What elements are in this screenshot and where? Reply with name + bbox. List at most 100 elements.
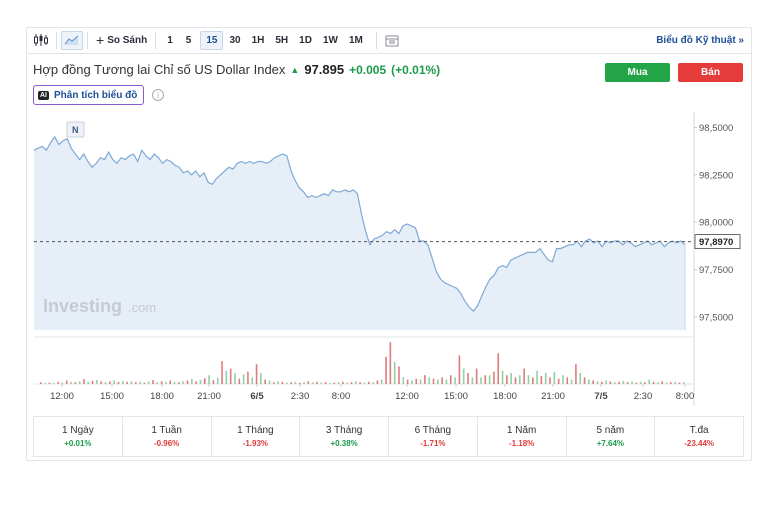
volume-bar <box>113 380 115 384</box>
volume-bar <box>605 380 607 384</box>
volume-bar <box>506 375 508 384</box>
period-1-week[interactable]: 1 Tuần -0.96% <box>123 417 212 456</box>
period-3-months[interactable]: 3 Tháng +0.38% <box>300 417 389 456</box>
interval-5[interactable]: 5 <box>185 34 192 46</box>
interval-5h[interactable]: 5H <box>275 34 289 46</box>
volume-bar <box>74 382 77 384</box>
volume-bar <box>96 380 98 384</box>
volume-bar <box>285 382 288 384</box>
period-value: +0.38% <box>330 439 358 448</box>
interval-30[interactable]: 30 <box>229 34 241 46</box>
volume-bar <box>139 381 141 384</box>
info-icon[interactable]: i <box>152 89 164 101</box>
volume-bar <box>674 381 676 384</box>
investing-watermark: Investing <box>43 296 122 316</box>
period-value: -1.18% <box>508 439 535 448</box>
price-change: +0.005 <box>349 62 387 77</box>
volume-bar <box>557 378 560 384</box>
price-area-fill <box>34 136 685 330</box>
volume-bar <box>221 361 223 384</box>
volume-bar <box>411 380 413 384</box>
volume-bar <box>596 381 599 384</box>
price-chart[interactable]: Investing .com 97,8970 98,5000 98,2500 98,000… <box>0 0 760 416</box>
volume-bar <box>268 380 271 384</box>
volume-bar <box>493 371 495 384</box>
period-1-year[interactable]: 1 Năm -1.18% <box>478 417 567 456</box>
volume-bar <box>389 342 392 384</box>
volume-bar <box>70 381 72 384</box>
volume-bar <box>644 382 646 384</box>
technical-chart-link[interactable]: Biểu đồ Kỹ thuật » <box>656 34 744 46</box>
volume-bar <box>186 380 189 384</box>
volume-bar <box>126 381 128 384</box>
volume-bar <box>178 382 180 384</box>
y-tick-label: 98,5000 <box>699 123 733 134</box>
volume-bar <box>303 382 305 384</box>
period-6-months[interactable]: 6 Tháng -1.71% <box>389 417 478 456</box>
volume-bar <box>652 381 655 384</box>
candlestick-icon[interactable] <box>30 31 52 50</box>
compare-button[interactable]: + So Sánh <box>92 33 151 47</box>
volume-bar <box>419 379 422 384</box>
period-label: 1 Năm <box>506 425 537 436</box>
ai-analysis-label: Phân tích biểu đồ <box>54 89 138 101</box>
volume-bar <box>173 381 176 384</box>
volume-bar <box>191 378 193 384</box>
volume-bar <box>87 381 90 384</box>
instrument-header: Hợp đồng Tương lai Chỉ số US Dollar Inde… <box>33 62 440 77</box>
current-price-tag <box>694 234 741 250</box>
y-tick-label: 98,2500 <box>699 170 733 181</box>
area-chart-icon[interactable] <box>61 30 83 50</box>
x-tick-label: 2:30 <box>291 391 310 402</box>
volume-bar <box>437 379 439 384</box>
volume-bar <box>229 368 232 384</box>
volume-bar <box>562 375 564 384</box>
x-tick-label: 15:00 <box>100 391 124 402</box>
investing-watermark-suffix: .com <box>128 300 156 315</box>
volume-bar <box>631 381 633 384</box>
volume-bar <box>104 382 107 384</box>
period-label: T.đa <box>689 425 709 436</box>
period-value: -1.93% <box>242 439 269 448</box>
news-marker[interactable] <box>66 121 85 138</box>
interval-1[interactable]: 1 <box>167 34 173 46</box>
x-tick-label: 7/5 <box>594 391 608 402</box>
calendar-icon[interactable] <box>381 31 403 50</box>
interval-15[interactable]: 15 <box>200 30 224 50</box>
period-max[interactable]: T.đa -23.44% <box>655 417 743 456</box>
toolbar-divider <box>375 31 377 49</box>
volume-bar <box>298 382 301 384</box>
period-label: 1 Tháng <box>237 425 274 436</box>
sell-button[interactable]: Bán <box>678 63 743 82</box>
volume-bar <box>121 380 124 384</box>
volume-bar <box>247 371 249 384</box>
volume-bar <box>579 373 582 384</box>
volume-bar <box>514 377 517 384</box>
volume-bar <box>57 381 59 384</box>
interval-1h[interactable]: 1H <box>251 34 265 46</box>
volume-bar <box>359 382 361 384</box>
ai-chart-analysis-button[interactable]: AI Phân tích biểu đồ <box>33 85 145 105</box>
period-1-month[interactable]: 1 Tháng -1.93% <box>212 417 301 456</box>
y-tick-label: 97,5000 <box>699 312 733 323</box>
volume-bar <box>398 366 400 384</box>
interval-1d[interactable]: 1D <box>299 34 312 46</box>
volume-bar <box>324 382 327 384</box>
period-value: -23.44% <box>684 439 715 448</box>
interval-1w[interactable]: 1W <box>322 34 338 46</box>
period-1-day[interactable]: 1 Ngày +0.01% <box>34 417 123 456</box>
volume-bar <box>273 382 275 384</box>
volume-bar <box>367 381 370 384</box>
volume-bar <box>523 368 525 384</box>
buy-button[interactable]: Mua <box>605 63 670 82</box>
last-price: 97.895 <box>304 62 345 77</box>
volume-bar <box>428 377 430 384</box>
interval-1m[interactable]: 1M <box>348 34 363 46</box>
y-tick-label: 98,0000 <box>699 218 733 229</box>
news-marker-label: N <box>72 125 79 135</box>
volume-bar <box>195 381 197 384</box>
volume-bar <box>488 375 491 384</box>
period-5-years[interactable]: 5 năm +7.64% <box>567 417 656 456</box>
volume-bar <box>117 381 120 384</box>
volume-bar <box>316 381 318 384</box>
